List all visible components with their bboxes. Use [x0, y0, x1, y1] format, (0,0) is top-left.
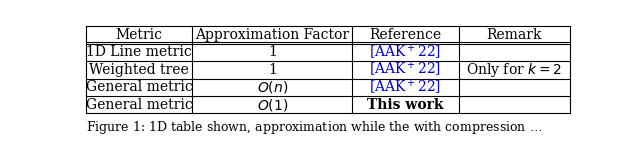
Text: Figure 1: 1D table shown, approximation while the with compression $\ldots$: Figure 1: 1D table shown, approximation …: [86, 119, 542, 136]
Text: General metric: General metric: [86, 80, 193, 94]
Text: Remark: Remark: [486, 28, 542, 42]
Text: [AAK$^+$22]: [AAK$^+$22]: [369, 60, 442, 79]
Text: [AAK$^+$22]: [AAK$^+$22]: [369, 43, 442, 62]
Text: This work: This work: [367, 98, 444, 112]
Text: Approximation Factor: Approximation Factor: [195, 28, 349, 42]
Text: [AAK$^+$22]: [AAK$^+$22]: [369, 78, 442, 97]
Text: 1: 1: [268, 63, 276, 77]
Text: Reference: Reference: [369, 28, 442, 42]
Text: Metric: Metric: [116, 28, 163, 42]
Text: $O(n)$: $O(n)$: [257, 79, 288, 95]
Text: $O(1)$: $O(1)$: [257, 97, 288, 113]
Text: 1D Line metric: 1D Line metric: [86, 45, 192, 59]
Text: Only for $k=2$: Only for $k=2$: [467, 61, 563, 79]
Text: 1: 1: [268, 45, 276, 59]
Text: Weighted tree: Weighted tree: [90, 63, 189, 77]
Text: General metric: General metric: [86, 98, 193, 112]
